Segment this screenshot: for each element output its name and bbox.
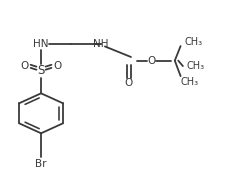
Text: HN: HN bbox=[33, 39, 49, 49]
Text: NH: NH bbox=[93, 39, 108, 49]
Text: Br: Br bbox=[35, 159, 47, 169]
Text: O: O bbox=[21, 61, 29, 71]
Text: CH₃: CH₃ bbox=[183, 38, 201, 47]
Text: O: O bbox=[147, 56, 155, 66]
Text: CH₃: CH₃ bbox=[186, 61, 204, 71]
Text: S: S bbox=[37, 64, 45, 77]
Text: O: O bbox=[53, 61, 61, 71]
Text: O: O bbox=[124, 78, 132, 88]
Text: CH₃: CH₃ bbox=[180, 76, 198, 87]
